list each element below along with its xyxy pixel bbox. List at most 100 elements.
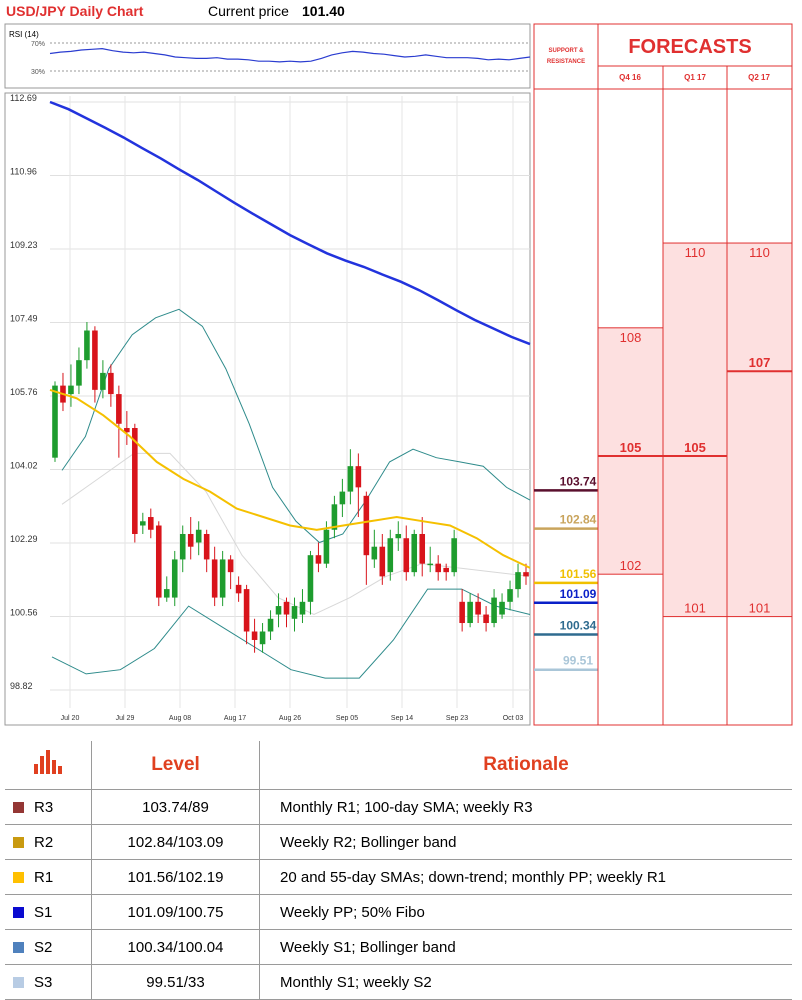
- level-value: 101.56: [560, 567, 597, 581]
- chart-title: USD/JPY Daily Chart: [6, 3, 144, 19]
- candle-body: [307, 555, 314, 602]
- x-tick-label: Aug 26: [279, 715, 301, 722]
- level-name: R3: [34, 798, 54, 816]
- level-name-cell: R2: [5, 824, 92, 860]
- current-price-label: Current price: [208, 3, 289, 19]
- forecast-high: 110: [749, 245, 770, 260]
- candle-body: [355, 466, 362, 488]
- level-value-cell: 101.09/100.75: [91, 894, 260, 930]
- candle-body: [499, 601, 505, 615]
- candle-body: [124, 428, 130, 433]
- usdjpy-chart: RSI (14) 70% 30% 112.69 110.96 109.23 107.4…: [4, 23, 793, 726]
- candle-body: [507, 589, 513, 602]
- y-tick-label: 112.69: [10, 93, 37, 103]
- rationale-cell: Monthly R1; 100-day SMA; weekly R3: [259, 789, 792, 825]
- candle-body: [523, 572, 529, 577]
- level-name: S2: [34, 938, 53, 956]
- level-value-cell: 100.34/100.04: [91, 929, 260, 965]
- candle-body: [195, 529, 202, 543]
- candle-body: [291, 606, 298, 619]
- level-name: S1: [34, 903, 53, 921]
- level-value: 99.51: [563, 654, 593, 668]
- candle-body: [203, 533, 210, 560]
- level-value-cell: 99.51/33: [91, 964, 260, 1000]
- candle-body: [491, 597, 497, 624]
- y-tick-label: 110.96: [10, 167, 37, 177]
- forecast-col-q4-16: Q4 16: [619, 73, 641, 82]
- levels-table-header: Level Rationale: [5, 741, 792, 790]
- rsi-upper-label: 70%: [31, 41, 45, 48]
- candle-body: [68, 385, 74, 395]
- candle-body: [475, 601, 481, 615]
- candle-body: [323, 529, 330, 564]
- levels-table-row: R1 101.56/102.19 20 and 55-day SMAs; down-…: [5, 859, 792, 895]
- rsi-label: RSI (14): [9, 30, 39, 39]
- level-value: 102.84: [560, 513, 597, 527]
- x-axis-ticks: Jul 20 Jul 29 Aug 08 Aug 17 Aug 26 Sep 05 Sep …: [61, 715, 524, 722]
- level-value: 103.74: [560, 474, 597, 488]
- rationale-cell: Weekly R2; Bollinger band: [259, 824, 792, 860]
- forecast-low: 102: [620, 558, 642, 573]
- level-color-swatch: [13, 836, 24, 848]
- forecast-low: 101: [749, 601, 771, 616]
- candle-body: [108, 372, 114, 395]
- rsi-line: [49, 47, 531, 63]
- x-tick-label: Sep 14: [391, 715, 413, 722]
- candle-body: [52, 385, 58, 458]
- candle-body: [371, 546, 378, 560]
- candle-body: [275, 606, 282, 615]
- levels-table-row: S2 100.34/100.04 Weekly S1; Bollinger band: [5, 929, 792, 965]
- level-name: R1: [34, 868, 54, 886]
- x-tick-label: Jul 29: [116, 715, 135, 722]
- candle-body: [411, 533, 418, 573]
- sma-yellow-line: [49, 388, 531, 569]
- level-name: S3: [34, 973, 53, 991]
- levels-table-row: S1 101.09/100.75 Weekly PP; 50% Fibo: [5, 894, 792, 930]
- candle-body: [179, 533, 186, 560]
- candle-body: [163, 589, 170, 598]
- candle-body: [339, 491, 346, 505]
- level-color-swatch: [13, 801, 24, 813]
- support-resistance-label-1: SUPPORT &: [548, 48, 584, 54]
- x-tick-label: Aug 08: [169, 715, 191, 722]
- levels-table-row: R2 102.84/103.09 Weekly R2; Bollinger band: [5, 824, 792, 860]
- level-value: 101.09: [560, 587, 597, 601]
- level-color-swatch: [13, 906, 24, 918]
- x-tick-label: Sep 23: [446, 715, 468, 722]
- level-value: 100.34: [560, 619, 597, 633]
- level-name: R2: [34, 833, 54, 851]
- candle-body: [363, 495, 370, 556]
- candle-body: [515, 572, 521, 590]
- candle-body: [419, 533, 426, 564]
- candle-body: [435, 563, 441, 573]
- candle-body: [403, 538, 410, 573]
- y-tick-label: 109.23: [10, 240, 38, 250]
- candle-body: [299, 601, 306, 615]
- candle-body: [147, 517, 154, 530]
- candle-body: [395, 533, 402, 539]
- candle-body: [171, 559, 178, 598]
- candle-body: [331, 504, 338, 530]
- x-tick-label: Oct 03: [503, 715, 524, 722]
- y-tick-label: 102.29: [10, 534, 38, 544]
- x-tick-label: Jul 20: [61, 715, 80, 722]
- support-resistance-column: SUPPORT & RESISTANCE 103.74102.84101.561…: [533, 23, 599, 726]
- candle-body: [283, 601, 290, 615]
- forecast-range: [597, 327, 664, 575]
- bollinger-lower-line: [51, 588, 531, 679]
- level-name-cell: R1: [5, 859, 92, 895]
- candle-body: [76, 360, 82, 386]
- candle-body: [315, 555, 322, 564]
- forecast-mid: 105: [684, 440, 706, 455]
- levels-table-row: S3 99.51/33 Monthly S1; weekly S2: [5, 964, 792, 1000]
- candle-body: [132, 428, 138, 534]
- forecast-mid: 105: [620, 440, 642, 455]
- bollinger-upper-line: [61, 308, 531, 544]
- level-value-cell: 101.56/102.19: [91, 859, 260, 895]
- candle-body: [187, 533, 194, 547]
- forecasts-panel: FORECASTS Q4 16 Q1 17 Q2 17 108 105 102 110…: [597, 23, 793, 726]
- level-color-swatch: [13, 976, 24, 988]
- levels-table-body: R3 103.74/89 Monthly R1; 100-day SMA; week…: [5, 789, 792, 1000]
- candle-body: [251, 631, 258, 640]
- candle-body: [243, 589, 250, 632]
